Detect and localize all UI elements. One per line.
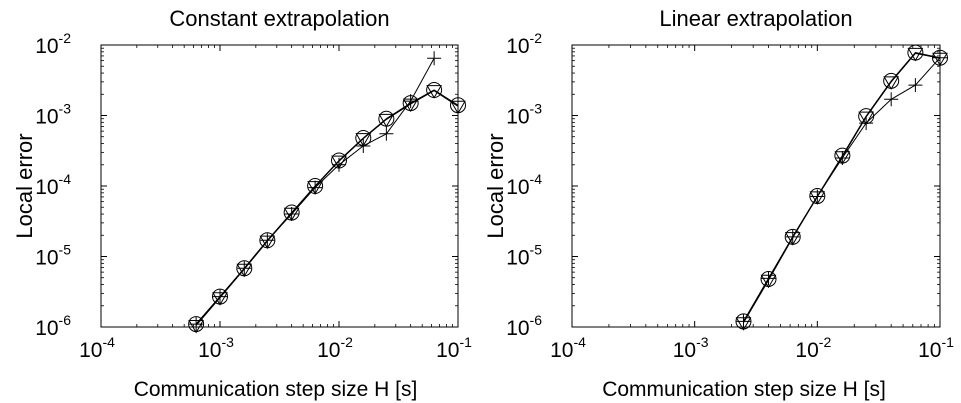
x-tick-label-exponent: -1 xyxy=(941,334,954,350)
series-line-triangle-down xyxy=(195,90,459,326)
y-tick-label-exponent: -3 xyxy=(59,101,72,117)
y-tick-label: 10-5 xyxy=(506,242,542,270)
data-point-plus xyxy=(332,157,346,172)
y-tick-label-base: 10 xyxy=(506,106,529,129)
y-axis-label: Local error xyxy=(483,133,508,238)
chart-title: Linear extrapolation xyxy=(659,6,852,31)
data-point-triangle xyxy=(426,85,442,99)
right-chart-panel: 10-4 10-3 10-2 10-110-610-510-410-310-2Line… xyxy=(483,6,954,401)
x-tick-label: 10-2 xyxy=(795,334,831,362)
y-tick-label: 10-6 xyxy=(506,312,542,340)
x-tick-label: 10-3 xyxy=(198,334,234,362)
data-point-plus xyxy=(908,78,923,93)
data-point-plus xyxy=(761,271,776,286)
x-tick-label-base: 10 xyxy=(550,339,573,362)
x-tick-label-exponent: -4 xyxy=(102,334,115,350)
data-point-triangle xyxy=(355,133,372,147)
data-point-plus xyxy=(933,50,947,65)
y-tick-label-base: 10 xyxy=(506,317,529,340)
x-tick-label: 10-1 xyxy=(436,334,472,362)
x-tick-label: 10-1 xyxy=(918,334,954,362)
data-point-plus xyxy=(810,189,825,204)
x-tick-label-base: 10 xyxy=(918,339,941,362)
data-point-triangle xyxy=(883,76,900,90)
y-tick-label-base: 10 xyxy=(35,35,58,58)
y-tick-label: 10-2 xyxy=(35,30,71,58)
y-tick-label-exponent: -3 xyxy=(530,101,543,117)
data-point-triangle xyxy=(858,111,875,126)
x-tick-label-exponent: -3 xyxy=(221,334,234,350)
x-tick-label-base: 10 xyxy=(673,339,696,362)
y-tick-label-exponent: -6 xyxy=(59,312,72,328)
data-point-plus xyxy=(308,180,323,195)
data-point-triangle xyxy=(907,47,924,62)
y-tick-label-exponent: -2 xyxy=(59,30,72,46)
y-tick-label: 10-5 xyxy=(35,242,71,270)
series-line-triangle-down xyxy=(743,52,941,323)
data-point-triangle xyxy=(450,100,466,115)
y-tick-label: 10-4 xyxy=(506,171,542,199)
data-point-plus xyxy=(189,317,204,332)
x-tick-label-exponent: -4 xyxy=(573,334,586,350)
x-tick-label: 10-4 xyxy=(79,334,115,362)
plot-area-frame xyxy=(100,44,459,328)
data-point-plus xyxy=(356,138,371,153)
y-tick-label-exponent: -4 xyxy=(530,171,543,187)
data-point-plus xyxy=(835,150,850,165)
left-chart-panel: 10-4 10-3 10-2 10-110-610-510-410-310-2Cons… xyxy=(12,6,472,401)
data-point-plus xyxy=(859,116,874,131)
y-tick-label-exponent: -4 xyxy=(59,171,72,187)
series-line-circle xyxy=(195,89,459,325)
data-point-plus xyxy=(260,233,275,248)
data-point-plus xyxy=(427,51,442,66)
x-tick-label-exponent: -3 xyxy=(696,334,709,350)
x-tick-label-exponent: -2 xyxy=(819,334,832,350)
data-point-plus xyxy=(403,94,418,109)
data-point-triangle xyxy=(378,113,395,128)
data-point-plus xyxy=(379,126,394,141)
x-tick-label-exponent: -1 xyxy=(459,334,472,350)
y-tick-label-exponent: -5 xyxy=(59,242,72,258)
y-tick-label: 10-4 xyxy=(35,171,71,199)
y-tick-label-exponent: -5 xyxy=(530,242,543,258)
data-point-plus xyxy=(884,92,899,107)
x-tick-label-base: 10 xyxy=(317,339,340,362)
y-tick-label-base: 10 xyxy=(35,176,58,199)
y-tick-label-base: 10 xyxy=(506,176,529,199)
y-tick-label: 10-3 xyxy=(506,101,542,129)
y-tick-label-exponent: -2 xyxy=(530,30,543,46)
x-tick-label-base: 10 xyxy=(79,339,102,362)
series-line-circle xyxy=(743,52,941,322)
y-tick-label-base: 10 xyxy=(506,35,529,58)
x-axis-label: Communication step size H [s] xyxy=(134,378,418,401)
y-tick-label-base: 10 xyxy=(35,106,58,129)
y-tick-label-base: 10 xyxy=(35,247,58,270)
x-tick-label-base: 10 xyxy=(436,339,459,362)
x-tick-label: 10-4 xyxy=(550,334,586,362)
x-tick-label-base: 10 xyxy=(795,339,818,362)
y-axis-label: Local error xyxy=(12,133,37,238)
y-tick-label: 10-6 xyxy=(35,312,71,340)
chart-title: Constant extrapolation xyxy=(169,6,389,31)
series-line-plus xyxy=(743,57,941,322)
x-tick-label: 10-2 xyxy=(317,334,353,362)
data-point-plus xyxy=(237,261,252,276)
data-point-plus xyxy=(284,207,299,222)
data-point-plus xyxy=(736,314,751,329)
data-point-plus xyxy=(785,229,800,244)
plot-area-frame xyxy=(571,44,941,328)
y-tick-label: 10-3 xyxy=(35,101,71,129)
y-tick-label: 10-2 xyxy=(506,30,542,58)
y-tick-label-base: 10 xyxy=(506,247,529,270)
data-point-plus xyxy=(213,289,227,304)
x-tick-label-exponent: -2 xyxy=(340,334,353,350)
x-tick-label: 10-3 xyxy=(673,334,709,362)
y-tick-label-exponent: -6 xyxy=(530,312,543,328)
x-tick-label-base: 10 xyxy=(198,339,221,362)
x-axis-label: Communication step size H [s] xyxy=(602,378,886,401)
y-tick-label-base: 10 xyxy=(35,317,58,340)
